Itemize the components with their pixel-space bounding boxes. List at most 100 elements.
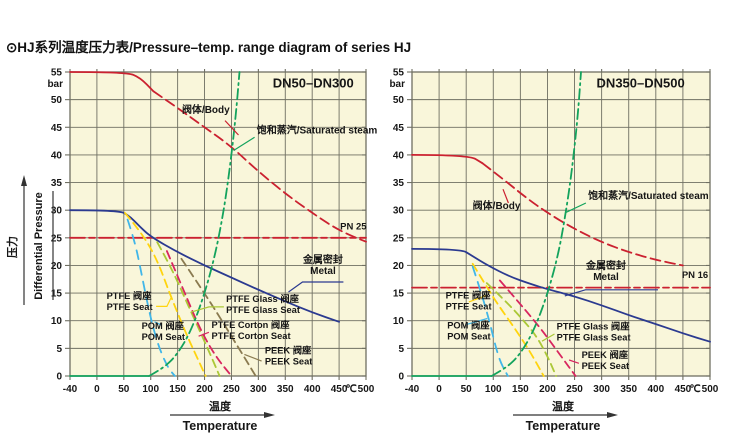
label-saturated-steam-leader-line: [565, 202, 587, 213]
series-metal-seal: [411, 248, 711, 343]
series-body-dashed: [481, 162, 684, 267]
label-pom-seat: POM Seat: [447, 331, 490, 341]
label-ptfe-seat: PTFE 阀座: [107, 290, 153, 301]
x-axis-arrow: [170, 412, 275, 418]
y-axis-arrow: [21, 175, 27, 305]
y-tick-label: 55: [51, 68, 63, 79]
series-peek-seat: [498, 279, 577, 377]
label-peek-seat: PEEK 阀座: [582, 349, 629, 360]
label-saturated-steam-leader-line: [233, 136, 255, 152]
x-tick-label: 500: [702, 384, 719, 395]
y-tick-label: 0: [398, 372, 404, 383]
x-tick-label: 100: [142, 384, 159, 395]
label-pn: PN 25: [340, 222, 367, 233]
label-pom-seat: POM 阀座: [447, 319, 490, 330]
y-tick-label: 45: [393, 123, 405, 134]
label-dn-range: DN50–DN300: [273, 75, 354, 90]
y-tick-label: 40: [393, 150, 405, 161]
label-ptfe-seat-leader-line: [156, 297, 172, 307]
x-axis-title-zh: 温度: [209, 399, 232, 413]
label-metal: 金属密封: [302, 253, 343, 266]
label-pom-seat-leader-line: [154, 321, 162, 326]
label-pom-seat-leader-line: [466, 317, 488, 326]
label-ptfe-seat: PTFE Seat: [107, 302, 153, 312]
plot-border: [411, 71, 711, 377]
label-metal-leader-line: [288, 281, 344, 293]
y-tick-label: 5: [398, 344, 404, 355]
x-tick-label: 300: [593, 384, 610, 395]
y-tick-label: 0: [56, 372, 62, 383]
x-axis-title-zh: 温度: [552, 399, 575, 413]
x-tick-label: 250: [566, 384, 583, 395]
label-ptfe-seat: PTFE Seat: [446, 302, 492, 312]
label-body: 阀体/Body: [473, 199, 521, 212]
label-saturated-steam: 饱和蒸汽/Saturated steam: [257, 123, 378, 136]
y-tick-label: 45: [51, 123, 63, 134]
label-saturated-steam: 饱和蒸汽/Saturated steam: [588, 189, 709, 202]
series-ptfe-glass-seat: [156, 241, 221, 377]
y-unit-label: bar: [389, 79, 405, 90]
series-ptfe-glass-seat: [485, 282, 557, 377]
label-body: 阀体/Body: [182, 103, 230, 116]
label-ptfe-glass-seat: PTFE Glass Seat: [226, 305, 300, 315]
label-ptfe-glass-seat-leader-line: [191, 306, 224, 313]
label-pn: PN 16: [682, 270, 708, 281]
y-tick-label: 25: [393, 233, 405, 244]
chart-dn350-dn500: 阀体/Body 饱和蒸汽/Saturated steam DN350–DN500 PN…: [389, 68, 719, 434]
x-tick-label: 500: [358, 384, 375, 395]
series-ptfe-seat: [471, 262, 545, 377]
label-pom-seat: POM 阀座: [142, 320, 185, 331]
axis-tick-marks: [407, 69, 711, 380]
series-ptfe-seat: [124, 212, 207, 377]
x-tick-label: 50: [461, 384, 473, 395]
y-tick-label: 35: [51, 178, 63, 189]
label-peek-seat-leader-line: [244, 353, 262, 362]
y-tick-label: 30: [393, 206, 405, 217]
page-title: ⊙HJ系列温度压力表/Pressure–temp. range diagram …: [6, 40, 412, 55]
x-tick-label: 200: [539, 384, 556, 395]
label-peek-seat: PEEK Seat: [582, 361, 630, 371]
series-body-dashed: [152, 90, 367, 243]
label-ptfe-seat: PTFE 阀座: [446, 290, 492, 301]
label-ptfe-seat-leader-line: [468, 294, 488, 303]
label-metal: Metal: [310, 266, 336, 277]
label-ptfe-glass-seat: PTFE Glass 阀座: [226, 293, 300, 304]
y-tick-label: 25: [51, 233, 63, 244]
label-dn-range: DN350–DN500: [597, 75, 685, 90]
label-ptfe-corton-seat: PTFE Corton 阀座: [212, 319, 291, 330]
chart-dn50-dn300: 阀体/Body 饱和蒸汽/Saturated steam DN50–DN300 PN …: [5, 68, 378, 434]
x-axis-title-en: Temperature: [526, 419, 601, 433]
x-tick-label: 0: [94, 384, 100, 395]
label-metal: Metal: [593, 272, 619, 283]
y-tick-label: 5: [56, 344, 62, 355]
plot-area: [70, 72, 366, 376]
series-body-solid: [69, 71, 155, 93]
x-tick-label: 200: [196, 384, 213, 395]
label-body-leader-line: [224, 120, 239, 136]
label-ptfe-corton-seat-leader-line: [198, 331, 210, 337]
y-unit-label: bar: [47, 79, 63, 90]
label-metal: 金属密封: [585, 259, 626, 272]
y-tick-label: 40: [51, 150, 63, 161]
x-tick-label: 450: [331, 384, 348, 395]
x-tick-label: -40: [63, 384, 78, 395]
label-metal-leader-line: [564, 289, 658, 297]
label-peek-seat: PEEK 阀座: [265, 344, 312, 355]
y-axis-title-zh: 压力: [5, 236, 19, 258]
x-tick-label: 250: [223, 384, 240, 395]
x-tick-label: -40: [405, 384, 420, 395]
y-tick-label: 20: [51, 261, 63, 272]
y-tick-label: 50: [393, 95, 405, 106]
y-axis-title-en: Differential Pressure: [33, 192, 45, 300]
x-axis-arrow: [513, 412, 618, 418]
label-ptfe-glass-seat: PTFE Glass Seat: [557, 333, 631, 343]
label-body-leader-line: [502, 188, 509, 204]
y-tick-label: 10: [51, 316, 63, 327]
x-tick-label: 400: [647, 384, 664, 395]
label-ptfe-glass-seat-leader-line: [541, 333, 555, 342]
y-tick-label: 35: [393, 178, 405, 189]
plot-border: [69, 71, 367, 377]
celsius-unit-label: ℃: [346, 384, 357, 395]
label-ptfe-glass-seat: PTFE Glass 阀座: [557, 321, 631, 332]
